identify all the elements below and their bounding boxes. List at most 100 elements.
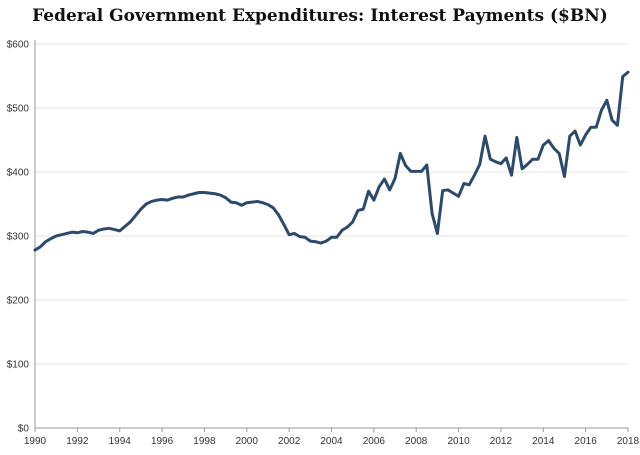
data-point (208, 191, 211, 195)
data-point (494, 160, 497, 163)
data-point (49, 237, 53, 240)
data-point (388, 188, 391, 192)
data-point (552, 147, 556, 150)
data-point (256, 200, 259, 203)
data-point (160, 198, 164, 201)
data-point (76, 231, 79, 234)
data-point (166, 198, 169, 202)
x-tick-label: 2000 (236, 436, 259, 447)
data-point (335, 236, 338, 239)
data-point (81, 230, 84, 233)
data-point (483, 134, 487, 138)
data-point (595, 126, 598, 129)
data-point (367, 190, 370, 193)
x-tick-label: 1996 (151, 436, 174, 447)
data-point (356, 209, 360, 212)
data-point (134, 214, 137, 217)
data-point (97, 229, 100, 232)
x-tick-label: 2018 (617, 436, 640, 447)
data-point (520, 167, 524, 170)
series-line (33, 70, 630, 252)
x-tick-label: 1990 (24, 436, 47, 447)
data-point (610, 118, 614, 122)
data-point (235, 201, 238, 204)
data-point (573, 129, 577, 133)
data-point (446, 188, 450, 192)
data-point (44, 240, 47, 243)
data-point (219, 193, 222, 197)
data-point (399, 152, 402, 155)
data-point (441, 189, 444, 192)
data-point (478, 163, 481, 166)
data-point (86, 230, 90, 234)
data-point (351, 220, 354, 224)
data-point (70, 230, 74, 234)
data-point (547, 139, 550, 142)
data-point (499, 162, 503, 165)
data-point (65, 232, 68, 235)
data-point (430, 212, 434, 215)
data-point (616, 124, 619, 127)
data-point (182, 195, 185, 199)
data-point (118, 229, 121, 233)
data-point (197, 191, 201, 194)
data-point (293, 232, 296, 235)
data-point (404, 164, 407, 167)
x-tick-label: 2008 (405, 436, 428, 447)
data-point (452, 191, 455, 195)
data-point (229, 200, 233, 204)
data-point (563, 175, 566, 178)
data-point (605, 99, 609, 102)
data-point (144, 202, 148, 206)
x-tick-label: 2006 (363, 436, 386, 447)
y-tick-label: $500 (7, 104, 30, 115)
data-point (579, 143, 582, 147)
data-point (107, 227, 111, 230)
data-point (261, 201, 264, 204)
data-point (39, 245, 42, 249)
y-tick-label: $100 (7, 360, 30, 371)
data-point (245, 201, 248, 204)
data-point (626, 70, 630, 74)
series (33, 70, 630, 252)
data-point (340, 229, 344, 232)
data-point (383, 177, 386, 181)
data-point (489, 158, 492, 161)
x-tick-label: 1994 (109, 436, 132, 447)
data-point (568, 134, 571, 138)
x-tick-label: 2002 (278, 436, 301, 447)
data-point (330, 236, 333, 239)
data-point (393, 177, 397, 180)
data-point (33, 248, 37, 252)
data-point (372, 198, 376, 202)
data-point (102, 227, 106, 231)
data-point (282, 223, 286, 226)
data-point (584, 133, 587, 137)
data-point (113, 228, 116, 231)
data-point (187, 193, 190, 197)
data-point (171, 197, 174, 200)
data-point (425, 163, 428, 167)
x-tick-label: 2016 (575, 436, 598, 447)
data-point (325, 239, 328, 243)
y-tick-label: $200 (7, 296, 30, 307)
data-point (409, 170, 413, 173)
x-tick-label: 2004 (320, 436, 343, 447)
y-tick-label: $400 (7, 168, 30, 179)
data-point (298, 235, 301, 238)
data-point (526, 163, 529, 166)
data-point (457, 195, 460, 198)
data-point (272, 206, 275, 210)
data-point (92, 232, 95, 235)
data-point (536, 158, 540, 161)
data-point (60, 233, 63, 236)
data-point (436, 232, 439, 235)
data-point (319, 241, 323, 245)
y-tick-label: $300 (7, 232, 30, 243)
data-point (346, 225, 349, 229)
data-point (531, 158, 534, 161)
data-point (557, 152, 561, 155)
data-point (505, 156, 508, 160)
data-point (123, 225, 127, 228)
